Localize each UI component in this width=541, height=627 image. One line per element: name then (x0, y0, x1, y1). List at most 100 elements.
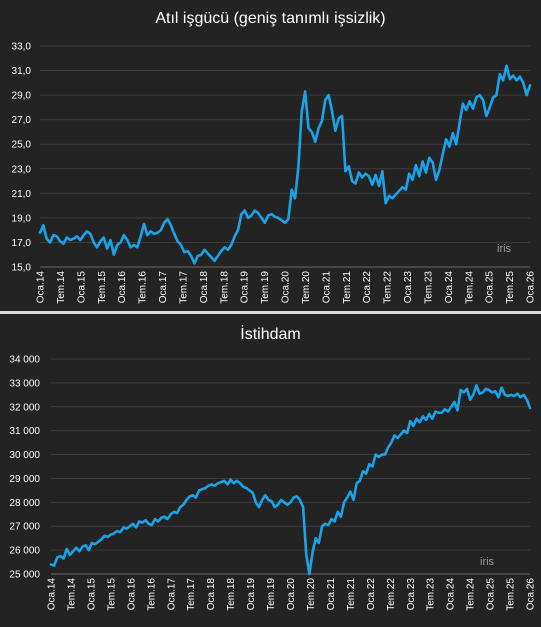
data-point (522, 81, 525, 84)
x-tick-label: Oca.15 (86, 578, 97, 611)
data-point (512, 74, 515, 77)
data-point (267, 499, 270, 501)
data-point (519, 396, 522, 399)
x-tick-label: Tem.17 (178, 271, 189, 304)
chart-panel-underemployment: Atıl işgücü (geniş tanımlı işsizlik) 33,… (0, 0, 541, 312)
y-tick-label: 31,0 (12, 66, 32, 77)
data-point (292, 496, 295, 499)
x-tick-label: Tem.15 (106, 578, 117, 611)
data-point (468, 100, 471, 103)
data-point (186, 250, 189, 252)
data-point (72, 237, 75, 240)
data-point (456, 409, 459, 412)
data-point (183, 251, 186, 254)
y-tick-label: 17,0 (12, 238, 32, 249)
x-tick-label: Oca.16 (117, 271, 128, 304)
data-point (97, 540, 100, 543)
data-point (166, 218, 169, 221)
data-point (343, 501, 345, 504)
data-point (138, 520, 141, 523)
data-point (76, 235, 78, 238)
data-point (261, 499, 264, 501)
data-point (519, 75, 521, 78)
x-tick-label: Oca.14 (47, 578, 58, 611)
y-tick-label: 15,0 (12, 263, 32, 274)
data-point (453, 401, 456, 403)
y-tick-label: 29,0 (12, 91, 32, 102)
data-point (133, 244, 135, 246)
data-point (401, 186, 404, 189)
data-point (451, 132, 454, 135)
data-point (216, 255, 219, 257)
x-tick-label: Oca.26 (526, 578, 537, 611)
data-point (351, 180, 354, 182)
data-point (361, 176, 364, 179)
data-point (492, 96, 494, 99)
data-point (324, 522, 327, 525)
data-point (469, 398, 472, 401)
x-tick-label: Oca.17 (158, 271, 169, 304)
data-point (69, 239, 72, 241)
data-point (311, 551, 314, 554)
data-point (357, 171, 360, 174)
data-point (358, 479, 361, 482)
data-point (403, 429, 405, 432)
x-tick-label: Tem.25 (505, 271, 516, 304)
x-tick-label: Oca.15 (76, 271, 87, 304)
data-point (497, 396, 500, 399)
data-point (388, 194, 390, 197)
data-point (92, 241, 95, 244)
data-point (59, 555, 62, 557)
data-point (196, 255, 199, 257)
data-point (149, 230, 152, 233)
data-point (466, 387, 468, 390)
x-tick-label: Oca.20 (281, 271, 292, 304)
data-point (283, 501, 286, 504)
x-tick-label: Tem.23 (423, 271, 434, 304)
data-point (106, 536, 109, 538)
data-point (99, 240, 102, 243)
x-tick-label: Tem.17 (186, 578, 197, 611)
data-point (368, 463, 371, 466)
y-tick-label: 28 000 (9, 498, 40, 509)
data-point (82, 234, 85, 236)
x-tick-label: Tem.24 (464, 271, 475, 304)
data-point (421, 160, 424, 163)
data-point (482, 99, 484, 101)
data-point (505, 64, 508, 67)
data-point (321, 119, 323, 122)
data-point (287, 218, 290, 221)
data-point (377, 456, 380, 458)
data-point (239, 482, 241, 485)
y-tick-label: 33,0 (12, 42, 32, 53)
x-tick-label: Oca.22 (366, 578, 377, 611)
data-point (50, 563, 52, 566)
x-tick-label: Oca.26 (526, 271, 537, 304)
data-point (253, 209, 256, 212)
x-tick-label: Tem.25 (506, 578, 517, 611)
data-point (481, 391, 484, 394)
data-point (62, 557, 65, 560)
data-point (415, 417, 418, 420)
data-point (374, 453, 377, 456)
series-line (49, 383, 532, 576)
data-point (233, 235, 236, 238)
data-point (245, 487, 248, 489)
data-point (529, 407, 531, 409)
x-tick-label: Oca.19 (240, 271, 251, 304)
data-point (286, 503, 289, 506)
data-point (352, 499, 355, 501)
y-tick-label: 19,0 (12, 213, 32, 224)
data-point (314, 140, 317, 143)
data-point (42, 224, 45, 227)
data-point (394, 193, 397, 196)
data-point (190, 255, 192, 257)
data-point (368, 175, 370, 178)
data-point (169, 224, 172, 227)
data-point (59, 240, 62, 243)
data-point (173, 510, 175, 513)
y-tick-label: 33 000 (9, 378, 40, 389)
data-point (305, 553, 308, 556)
data-point (513, 395, 516, 397)
data-point (91, 542, 93, 544)
